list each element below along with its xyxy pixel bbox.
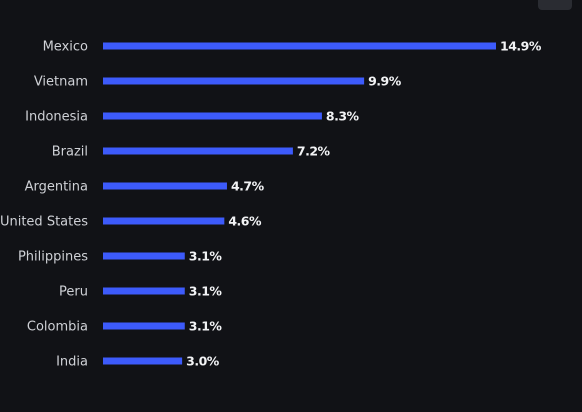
category-label: Indonesia [25,110,88,125]
bar [103,42,496,50]
category-label: Vietnam [34,75,88,90]
value-label: 3.0% [186,354,220,369]
menu-button[interactable] [538,0,572,10]
category-label: Colombia [27,320,88,335]
category-label: Philippines [18,250,88,265]
bar [103,252,185,260]
value-label: 9.9% [368,74,402,89]
value-label: 3.1% [189,319,223,334]
value-label: 4.7% [231,179,265,194]
value-label: 8.3% [326,109,360,124]
value-label: 7.2% [297,144,331,159]
bar [103,112,322,120]
category-label: Brazil [52,145,88,160]
bar [103,182,227,190]
bar [103,217,225,225]
value-label: 3.1% [189,284,223,299]
bar [103,357,183,365]
category-label: Peru [59,285,88,300]
value-label: 14.9% [500,39,542,54]
value-label: 3.1% [189,249,223,264]
category-label: Mexico [43,40,88,55]
category-label: United States [0,215,88,230]
bar [103,147,293,155]
category-label: India [56,355,88,370]
bar [103,287,185,295]
category-label: Argentina [25,180,88,195]
bar [103,77,365,85]
bar [103,322,185,330]
value-label: 4.6% [228,214,262,229]
